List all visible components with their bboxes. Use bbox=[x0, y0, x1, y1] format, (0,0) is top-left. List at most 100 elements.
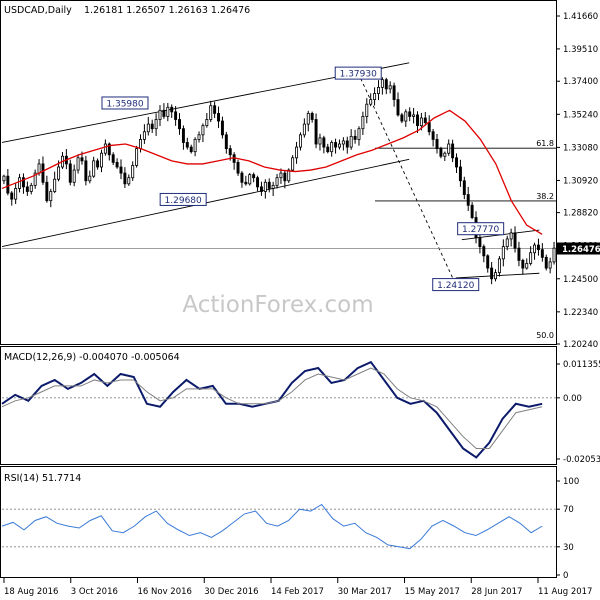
candle-body bbox=[92, 160, 96, 177]
x-tick-label: 30 Dec 2016 bbox=[204, 587, 258, 597]
candle-body bbox=[306, 112, 310, 125]
candle-body bbox=[408, 111, 412, 117]
candle-body bbox=[357, 128, 361, 140]
candle-body bbox=[150, 123, 154, 130]
price-annotation-box bbox=[432, 278, 480, 292]
candle-body bbox=[458, 166, 462, 182]
candle-body bbox=[33, 172, 37, 186]
fibonacci-level-label: 50.0 bbox=[536, 331, 554, 340]
candlesticks bbox=[2, 77, 556, 285]
price-tick-label: 1.22340 bbox=[563, 308, 598, 318]
candle-body bbox=[513, 232, 517, 249]
candle-body bbox=[521, 259, 525, 269]
candle-body bbox=[256, 177, 260, 188]
candle-body bbox=[392, 85, 396, 101]
moving-average-layer bbox=[1, 109, 543, 235]
candle-body bbox=[119, 166, 123, 174]
candle-body bbox=[322, 137, 326, 148]
rsi-tick-label: 30 bbox=[563, 543, 574, 553]
candle-body bbox=[326, 146, 330, 153]
price-annotation-box bbox=[334, 66, 382, 80]
candle-body bbox=[505, 238, 509, 248]
candle-body bbox=[271, 184, 275, 189]
x-tick-label: 28 Jun 2017 bbox=[471, 587, 522, 597]
price-tick-label: 1.35240 bbox=[563, 110, 598, 120]
candle-body bbox=[236, 161, 240, 174]
candle-body bbox=[88, 175, 92, 182]
candle-body bbox=[536, 244, 540, 251]
candle-body bbox=[68, 163, 72, 183]
candle-body bbox=[103, 143, 107, 154]
price-annotation-label: 1.24120 bbox=[437, 281, 474, 291]
rsi-tick-label: 100 bbox=[563, 477, 579, 487]
candle-body bbox=[213, 105, 217, 114]
x-tick-label: 16 Nov 2016 bbox=[138, 587, 192, 597]
candle-body bbox=[552, 247, 556, 263]
candle-body bbox=[443, 152, 447, 157]
candle-body bbox=[419, 117, 423, 127]
price-tick-label: 1.39510 bbox=[563, 45, 598, 55]
candle-body bbox=[25, 186, 29, 192]
candle-body bbox=[466, 194, 470, 206]
candle-body bbox=[244, 181, 248, 185]
candle-body bbox=[158, 109, 162, 120]
candle-body bbox=[275, 177, 279, 186]
candle-body bbox=[263, 181, 267, 192]
rsi-line bbox=[1, 503, 543, 550]
macd-panel-frame bbox=[0, 346, 557, 465]
macd-title: MACD(12,26,9) -0.004070 -0.005064 bbox=[4, 352, 180, 363]
candle-body bbox=[287, 169, 291, 182]
candle-body bbox=[314, 119, 318, 145]
candle-body bbox=[41, 163, 45, 183]
candle-body bbox=[298, 134, 302, 148]
candle-body bbox=[494, 272, 498, 280]
candle-body bbox=[369, 99, 373, 105]
candle-body bbox=[439, 148, 443, 157]
candle-body bbox=[478, 237, 482, 248]
x-tick-label: 30 Mar 2017 bbox=[338, 587, 392, 597]
candle-body bbox=[57, 166, 61, 180]
candle-body bbox=[451, 143, 455, 159]
price-labels: 1.35980 1.29680 1.37930 1.27770 1.24120 bbox=[101, 66, 505, 292]
candle-body bbox=[107, 143, 111, 156]
candle-body bbox=[267, 181, 271, 189]
candle-body bbox=[37, 163, 41, 174]
candle-body bbox=[10, 192, 14, 200]
candle-body bbox=[423, 117, 427, 123]
chart-title: USDCAD,Daily bbox=[4, 5, 72, 16]
rsi-title: RSI(14) 51.7714 bbox=[4, 473, 81, 484]
candle-body bbox=[72, 169, 76, 183]
candle-body bbox=[380, 79, 384, 88]
candle-body bbox=[14, 188, 18, 200]
candle-body bbox=[544, 256, 548, 269]
candle-body bbox=[162, 109, 166, 117]
fibonacci-level-label: 61.8 bbox=[536, 139, 554, 148]
candle-body bbox=[337, 143, 341, 148]
price-annotation-label: 1.35980 bbox=[106, 99, 143, 109]
fibonacci-level-label: 38.2 bbox=[536, 192, 554, 201]
candle-body bbox=[345, 140, 349, 148]
candle-body bbox=[131, 165, 135, 179]
macd-tick-label: -0.020531 bbox=[563, 455, 600, 465]
candle-body bbox=[431, 131, 435, 140]
candle-body bbox=[447, 143, 451, 154]
price-tick-label: 1.41660 bbox=[563, 12, 598, 22]
candle-body bbox=[548, 261, 552, 269]
price-tick-label: 1.30920 bbox=[563, 176, 598, 186]
watermark: ActionForex.com bbox=[182, 292, 373, 318]
candle-body bbox=[310, 112, 314, 120]
candle-body bbox=[224, 134, 228, 150]
candle-body bbox=[388, 85, 392, 90]
candle-body bbox=[166, 106, 170, 117]
candle-body bbox=[501, 246, 505, 260]
candle-body bbox=[318, 137, 322, 145]
candle-body bbox=[53, 178, 57, 192]
x-axis: 18 Aug 2016 3 Oct 2016 16 Nov 2016 30 Dec 2… bbox=[3, 578, 592, 597]
candle-body bbox=[135, 148, 139, 166]
candle-body bbox=[482, 246, 486, 257]
candle-body bbox=[455, 157, 458, 168]
chart-ohlc: 1.26181 1.26507 1.26163 1.26476 bbox=[84, 5, 250, 16]
candle-body bbox=[6, 175, 10, 194]
candle-body bbox=[533, 244, 537, 254]
candle-body bbox=[178, 119, 181, 130]
